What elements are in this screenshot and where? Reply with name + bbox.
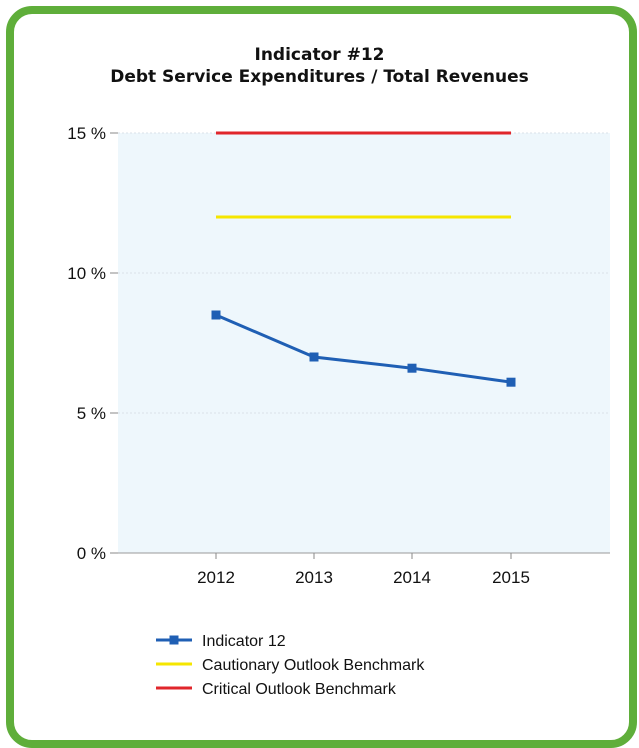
- data-point: [506, 377, 516, 387]
- data-point: [309, 352, 319, 362]
- legend-marker: [169, 635, 179, 645]
- chart-subtitle: Debt Service Expenditures / Total Revenu…: [110, 67, 529, 87]
- legend-label: Cautionary Outlook Benchmark: [202, 657, 425, 674]
- x-tick-label: 2012: [197, 568, 235, 587]
- plot-area: [118, 133, 610, 553]
- x-tick-label: 2014: [393, 568, 431, 587]
- data-point: [407, 363, 417, 373]
- y-tick-label: 5 %: [77, 404, 106, 423]
- chart-title: Indicator #12: [254, 45, 385, 65]
- data-point: [211, 310, 221, 320]
- x-tick-label: 2015: [492, 568, 530, 587]
- x-tick-label: 2013: [295, 568, 333, 587]
- y-tick-label: 15 %: [67, 124, 106, 143]
- y-tick-label: 10 %: [67, 264, 106, 283]
- series-line-0: [215, 313, 512, 384]
- chart-title-block: Indicator #12 Debt Service Expenditures …: [0, 44, 639, 88]
- legend-label: Indicator 12: [202, 633, 286, 650]
- y-tick-label: 0 %: [77, 544, 106, 563]
- legend-label: Critical Outlook Benchmark: [202, 681, 397, 698]
